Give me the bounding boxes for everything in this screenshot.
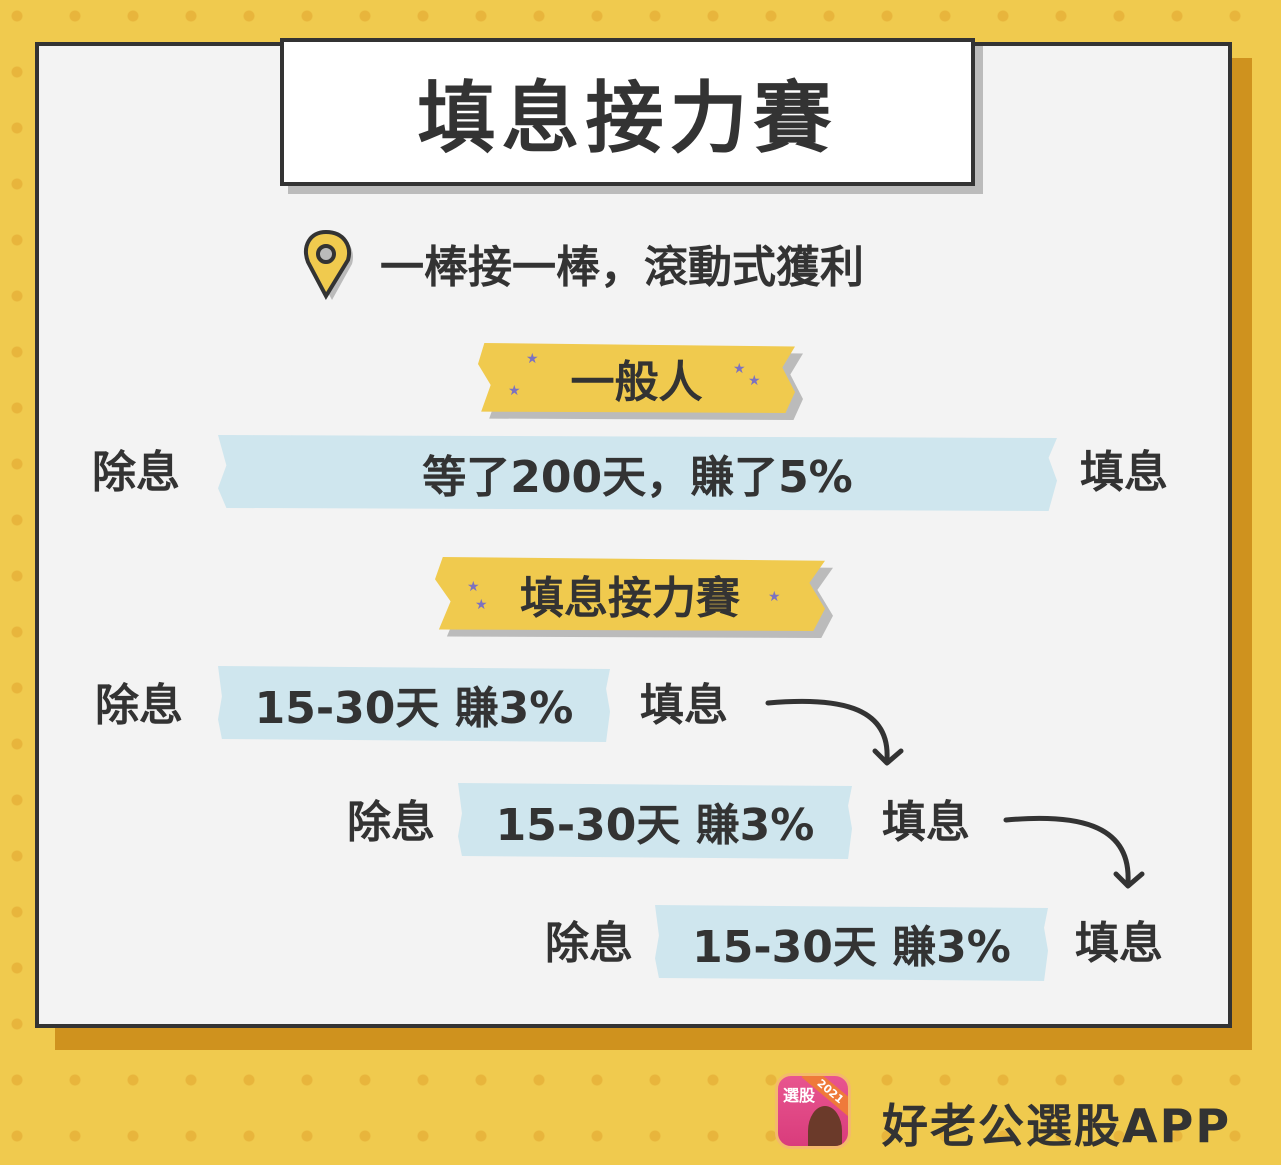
app-logo: 選股 2021 [775,1073,851,1149]
logo-portrait [808,1106,842,1146]
logo-text: 選股 [783,1086,816,1105]
star-icon: ★ [475,597,488,613]
ex-dividend-label: 除息 [545,918,633,969]
duration-tape: 15-30天 賺3% [218,666,610,742]
title-banner: 填息接力賽 [280,38,975,186]
duration-tape: 15-30天 賺3% [655,905,1048,981]
section-label-text: 填息接力賽 [520,573,740,624]
star-icon: ★ [733,361,746,377]
ex-dividend-label: 除息 [92,447,180,498]
duration-text: 15-30天 賺3% [495,800,815,851]
ex-dividend-label: 除息 [95,680,183,731]
duration-text: 等了200天，賺了5% [422,452,853,503]
duration-text: 15-30天 賺3% [254,683,574,734]
section-label-relay: 填息接力賽 ★ ★ ★ [435,557,825,631]
section-label-normal: 一般人 ★ ★ ★ ★ [478,343,795,413]
map-pin-icon [304,229,354,301]
star-icon: ★ [526,351,539,367]
content-panel [35,42,1232,1028]
subtitle: 一棒接一棒，滾動式獲利 [380,242,864,293]
duration-text: 15-30天 賺3% [692,922,1011,973]
fill-dividend-label: 填息 [1075,918,1163,969]
star-icon: ★ [467,579,480,595]
curved-arrow-icon [1003,815,1145,889]
duration-tape: 15-30天 賺3% [458,783,852,859]
section-label-text: 一般人 [570,357,703,408]
page-title: 填息接力賽 [417,74,838,164]
fill-dividend-label: 填息 [640,680,728,731]
duration-tape: 等了200天，賺了5% [218,435,1057,511]
fill-dividend-label: 填息 [1080,447,1168,498]
brand-name: 好老公選股APP [882,1099,1232,1153]
star-icon: ★ [508,383,521,399]
star-icon: ★ [768,589,781,605]
star-icon: ★ [748,373,761,389]
ex-dividend-label: 除息 [347,797,435,848]
curved-arrow-icon [765,698,904,766]
fill-dividend-label: 填息 [882,797,970,848]
